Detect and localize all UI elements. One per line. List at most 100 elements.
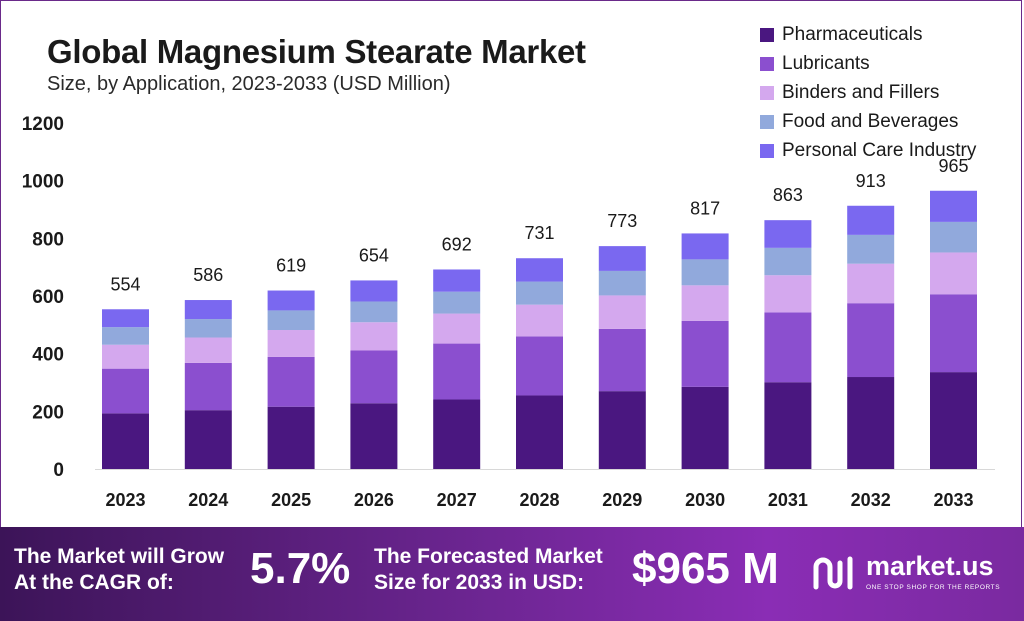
chart-subtitle: Size, by Application, 2023-2033 (USD Mil… [47,73,451,95]
x-tick-label: 2023 [105,490,145,510]
bar-segment-binders-and-fillers [267,330,315,357]
bar-segment-food-and-beverages [350,301,398,323]
bar-segment-pharmaceuticals [433,399,481,469]
y-tick-label: 800 [32,229,64,250]
bar-segment-pharmaceuticals [184,410,232,469]
bar-segment-personal-care-industry [598,246,646,271]
bar-segment-personal-care-industry [764,220,812,248]
bar-segment-binders-and-fillers [847,263,895,304]
bar-segment-lubricants [598,328,646,392]
y-tick-label: 0 [53,460,64,481]
bar-segment-lubricants [930,294,977,373]
bar-segment-binders-and-fillers [350,322,398,351]
forecast-label-line2: Size for 2033 in USD: [374,571,585,594]
bar-segment-personal-care-industry [681,233,729,260]
chart-title: Global Magnesium Stearate Market [47,33,586,70]
forecast-value: $965 M [632,544,779,593]
bar-segment-lubricants [847,303,895,378]
x-tick-label: 2028 [519,490,559,510]
bar-segment-lubricants [764,312,812,383]
bar-segment-binders-and-fillers [681,285,729,321]
x-tick-label: 2027 [437,490,477,510]
bar-total-label: 619 [276,256,306,276]
bar-segment-lubricants [267,356,315,407]
x-tick-label: 2029 [602,490,642,510]
legend-label: Pharmaceuticals [782,23,923,45]
bar-segment-binders-and-fillers [598,295,646,329]
bar-segment-lubricants [102,368,149,414]
legend-swatch [760,56,774,71]
bar-segment-personal-care-industry [102,309,149,328]
x-tick-label: 2024 [188,490,228,510]
bar-segment-food-and-beverages [681,259,729,286]
bar-segment-binders-and-fillers [184,337,232,363]
cagr-label-line2: At the CAGR of: [14,571,174,594]
legend-item-pharmaceuticals: Pharmaceuticals [760,20,976,49]
brand-tagline: ONE STOP SHOP FOR THE REPORTS [866,584,1001,591]
bar-segment-food-and-beverages [433,291,481,314]
bar-segment-food-and-beverages [102,327,149,345]
forecast-label-line1: The Forecasted Market [374,545,603,568]
bar-segment-pharmaceuticals [930,372,977,469]
bar-segment-pharmaceuticals [102,413,149,469]
bar-total-label: 586 [193,265,223,285]
y-tick-label: 200 [32,402,64,423]
bar-segment-food-and-beverages [930,221,977,253]
bar-segment-binders-and-fillers [102,344,149,369]
cagr-label: The Market will Grow At the CAGR of: [14,544,224,596]
bar-segment-food-and-beverages [516,281,563,305]
market-us-logo-icon [813,556,853,590]
footer-banner: The Market will Grow At the CAGR of: 5.7… [0,527,1024,621]
bar-segment-personal-care-industry [350,280,398,302]
bar-segment-personal-care-industry [184,300,232,320]
bar-total-label: 817 [690,198,720,218]
bar-segment-food-and-beverages [847,234,895,264]
legend-label: Personal Care Industry [782,139,977,161]
forecast-label: The Forecasted Market Size for 2033 in U… [374,544,603,596]
legend-item-personal-care: Personal Care Industry [760,136,976,165]
legend: Pharmaceuticals Lubricants Binders and F… [760,20,976,165]
bar-total-label: 773 [607,211,637,231]
bar-total-label: 731 [524,223,554,243]
bar-segment-food-and-beverages [184,319,232,338]
y-tick-label: 400 [32,345,64,366]
bar-segment-pharmaceuticals [350,403,398,469]
bar-total-label: 654 [359,245,389,265]
bar-segment-pharmaceuticals [267,406,315,469]
legend-label: Lubricants [782,52,870,74]
x-tick-label: 2025 [271,490,311,510]
bar-segment-pharmaceuticals [598,391,646,469]
bar-total-label: 863 [773,185,803,205]
y-tick-label: 600 [32,287,64,308]
bar-total-label: 965 [938,156,968,176]
legend-swatch [760,114,774,129]
bar-segment-lubricants [184,362,232,411]
cagr-label-line1: The Market will Grow [14,545,225,568]
x-tick-label: 2033 [933,490,973,510]
bar-segment-pharmaceuticals [847,377,895,469]
bar-segment-personal-care-industry [433,269,481,292]
x-tick-label: 2031 [768,490,808,510]
bar-segment-lubricants [433,343,481,400]
legend-swatch [760,143,774,158]
y-tick-label: 1200 [22,114,64,135]
bar-segment-pharmaceuticals [764,382,812,469]
legend-swatch [760,27,774,42]
bar-segment-personal-care-industry [267,290,315,311]
bar-segment-lubricants [516,336,563,396]
bar-segment-binders-and-fillers [764,275,812,313]
bar-segment-binders-and-fillers [930,252,977,295]
x-tick-label: 2030 [685,490,725,510]
bar-segment-pharmaceuticals [516,395,563,469]
bar-segment-binders-and-fillers [516,304,563,337]
bar-segment-lubricants [681,320,729,387]
legend-label: Food and Beverages [782,110,959,132]
bar-segment-food-and-beverages [267,310,315,331]
y-tick-label: 1000 [22,172,64,193]
bar-segment-food-and-beverages [764,247,812,276]
x-tick-label: 2032 [851,490,891,510]
x-tick-label: 2026 [354,490,394,510]
bar-segment-lubricants [350,350,398,404]
legend-label: Binders and Fillers [782,81,940,103]
bar-total-label: 692 [442,234,472,254]
